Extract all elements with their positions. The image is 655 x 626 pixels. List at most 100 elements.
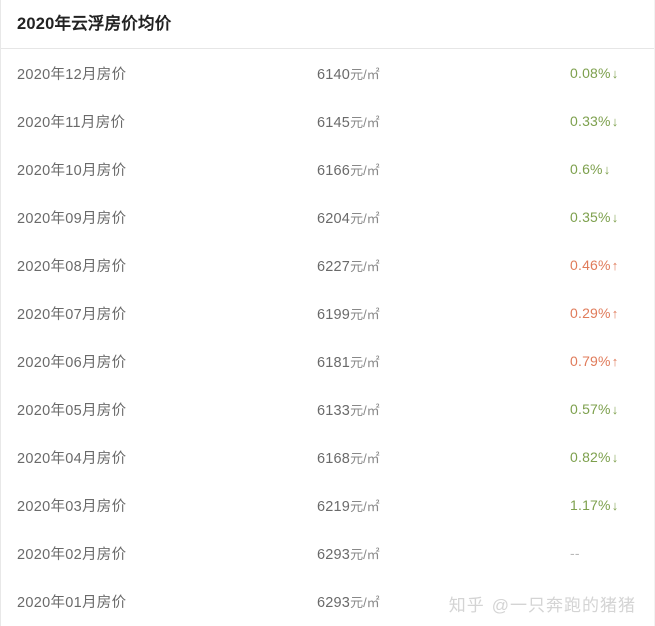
price-unit: 元/㎡: [350, 450, 380, 466]
price-value: 6204: [317, 210, 351, 227]
cell-month: 2020年10月房价: [1, 145, 317, 193]
price-unit: 元/㎡: [350, 258, 380, 274]
change-value: 0.29%: [570, 304, 611, 321]
table-row: 2020年04月房价 6168元/㎡ 0.82%↓: [1, 433, 655, 481]
month-label: 2020年05月房价: [17, 402, 127, 419]
month-label: 2020年12月房价: [17, 66, 127, 83]
cell-month: 2020年03月房价: [1, 481, 317, 529]
month-label: 2020年09月房价: [17, 210, 127, 227]
arrow-down-icon: ↓: [611, 449, 619, 465]
cell-price: 6168元/㎡: [317, 433, 532, 481]
arrow-down-icon: ↓: [611, 209, 619, 225]
price-value: 6199: [317, 306, 351, 323]
month-label: 2020年11月房价: [17, 114, 126, 131]
cell-change: [532, 577, 655, 625]
table-row: 2020年08月房价 6227元/㎡ 0.46%↑: [1, 241, 655, 289]
cell-change: 0.29%↑: [532, 289, 655, 337]
cell-month: 2020年11月房价: [1, 97, 317, 145]
price-unit: 元/㎡: [350, 114, 380, 130]
price-unit: 元/㎡: [350, 162, 380, 178]
price-value: 6293: [317, 594, 351, 611]
table-row: 2020年03月房价 6219元/㎡ 1.17%↓: [1, 481, 655, 529]
month-label: 2020年08月房价: [17, 258, 127, 275]
table-row: 2020年10月房价 6166元/㎡ 0.6%↓: [1, 145, 655, 193]
cell-price: 6293元/㎡: [317, 577, 532, 625]
cell-change: 0.79%↑: [532, 337, 655, 385]
change-value: 0.33%: [570, 112, 611, 129]
cell-month: 2020年05月房价: [1, 385, 317, 433]
cell-price: 6181元/㎡: [317, 337, 532, 385]
cell-change: 1.17%↓: [532, 481, 655, 529]
cell-month: 2020年07月房价: [1, 289, 317, 337]
cell-price: 6293元/㎡: [317, 529, 532, 577]
price-value: 6227: [317, 258, 351, 275]
cell-change: 0.82%↓: [532, 433, 655, 481]
price-unit: 元/㎡: [350, 210, 380, 226]
change-value: 0.08%: [570, 64, 611, 81]
change-value: --: [570, 544, 580, 561]
price-table-body: 2020年12月房价 6140元/㎡ 0.08%↓ 2020年11月房价 6145元/㎡…: [1, 49, 655, 625]
change-value: 0.57%: [570, 400, 611, 417]
cell-price: 6145元/㎡: [317, 97, 532, 145]
cell-month: 2020年12月房价: [1, 49, 317, 97]
price-value: 6293: [317, 546, 351, 563]
table-row: 2020年11月房价 6145元/㎡ 0.33%↓: [1, 97, 655, 145]
price-unit: 元/㎡: [350, 594, 380, 610]
cell-month: 2020年06月房价: [1, 337, 317, 385]
cell-price: 6140元/㎡: [317, 49, 532, 97]
price-unit: 元/㎡: [350, 546, 380, 562]
month-label: 2020年06月房价: [17, 354, 127, 371]
table-row: 2020年07月房价 6199元/㎡ 0.29%↑: [1, 289, 655, 337]
price-value: 6168: [317, 450, 351, 467]
change-value: 0.79%: [570, 352, 611, 369]
cell-price: 6227元/㎡: [317, 241, 532, 289]
cell-change: 0.35%↓: [532, 193, 655, 241]
price-value: 6166: [317, 162, 351, 179]
change-value: 1.17%: [570, 496, 611, 513]
table-row: 2020年01月房价 6293元/㎡: [1, 577, 655, 625]
price-value: 6181: [317, 354, 351, 371]
cell-price: 6219元/㎡: [317, 481, 532, 529]
change-value: 0.6%: [570, 160, 603, 177]
table-row: 2020年09月房价 6204元/㎡ 0.35%↓: [1, 193, 655, 241]
price-value: 6140: [317, 66, 351, 83]
cell-change: 0.46%↑: [532, 241, 655, 289]
arrow-down-icon: ↓: [611, 401, 619, 417]
cell-month: 2020年04月房价: [1, 433, 317, 481]
cell-price: 6199元/㎡: [317, 289, 532, 337]
month-label: 2020年07月房价: [17, 306, 127, 323]
cell-change: 0.6%↓: [532, 145, 655, 193]
change-value: 0.35%: [570, 208, 611, 225]
cell-change: 0.08%↓: [532, 49, 655, 97]
change-value: 0.46%: [570, 256, 611, 273]
month-label: 2020年10月房价: [17, 162, 127, 179]
cell-month: 2020年08月房价: [1, 241, 317, 289]
cell-price: 6166元/㎡: [317, 145, 532, 193]
arrow-down-icon: ↓: [611, 497, 619, 513]
cell-price: 6133元/㎡: [317, 385, 532, 433]
arrow-up-icon: ↑: [611, 353, 619, 369]
arrow-up-icon: ↑: [611, 257, 619, 273]
table-row: 2020年05月房价 6133元/㎡ 0.57%↓: [1, 385, 655, 433]
panel-header: 2020年云浮房价均价: [1, 0, 654, 49]
arrow-down-icon: ↓: [611, 113, 619, 129]
price-unit: 元/㎡: [350, 498, 380, 514]
cell-change: --: [532, 529, 655, 577]
cell-price: 6204元/㎡: [317, 193, 532, 241]
arrow-up-icon: ↑: [611, 305, 619, 321]
arrow-down-icon: ↓: [603, 161, 611, 177]
cell-month: 2020年09月房价: [1, 193, 317, 241]
price-unit: 元/㎡: [350, 66, 380, 82]
month-label: 2020年04月房价: [17, 450, 127, 467]
price-unit: 元/㎡: [350, 402, 380, 418]
page-title: 2020年云浮房价均价: [17, 14, 172, 33]
price-value: 6133: [317, 402, 351, 419]
cell-month: 2020年02月房价: [1, 529, 317, 577]
price-value: 6219: [317, 498, 351, 515]
price-table: 2020年12月房价 6140元/㎡ 0.08%↓ 2020年11月房价 6145元/㎡…: [1, 49, 655, 625]
month-label: 2020年02月房价: [17, 546, 127, 563]
cell-change: 0.33%↓: [532, 97, 655, 145]
arrow-down-icon: ↓: [611, 65, 619, 81]
price-value: 6145: [317, 114, 351, 131]
